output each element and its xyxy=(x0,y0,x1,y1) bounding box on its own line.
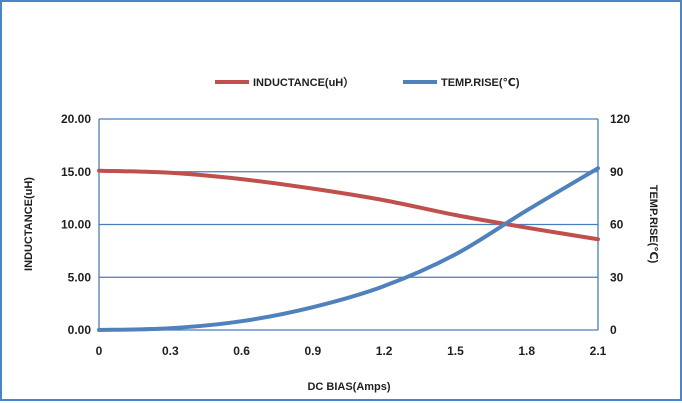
y-tick-label-right: 120 xyxy=(610,112,630,126)
legend: INDUCTANCE(uH） TEMP.RISE(℃) xyxy=(215,76,520,89)
legend-label-1: TEMP.RISE(℃) xyxy=(441,77,520,89)
y-tick-label-right: 60 xyxy=(610,218,624,232)
y-tick-label-right: 30 xyxy=(610,270,624,284)
x-tick-label: 2.1 xyxy=(590,344,607,358)
series-line-1 xyxy=(97,166,600,332)
y-tick-label-left: 20.00 xyxy=(61,112,91,126)
x-tick-label: 0.3 xyxy=(162,344,179,358)
y-tick-label-left: 15.00 xyxy=(61,165,91,179)
y-axis-right-ticks: 120 90 60 30 0 xyxy=(610,112,630,337)
y-tick-label-right: 0 xyxy=(610,323,617,337)
y-axis-left-ticks: 20.00 15.00 10.00 5.00 0.00 xyxy=(61,112,91,337)
y-tick-label-left: 10.00 xyxy=(61,218,91,232)
x-tick-label: 0 xyxy=(96,344,103,358)
x-axis-ticks: 0 0.3 0.6 0.9 1.2 1.5 1.8 2.1 xyxy=(96,344,607,358)
y-tick-label-left: 5.00 xyxy=(68,270,92,284)
y-tick-label-right: 90 xyxy=(610,165,624,179)
y-axis-left-title: INDUCTANCE(uH) xyxy=(23,177,35,271)
x-tick-label: 1.2 xyxy=(376,344,393,358)
series-lines xyxy=(97,166,600,332)
y-axis-right-title: TEMP.RISE(℃) xyxy=(647,185,659,264)
series-line-0 xyxy=(97,168,600,242)
x-tick-label: 1.5 xyxy=(447,344,464,358)
x-axis-title: DC BIAS(Amps) xyxy=(307,381,390,393)
x-tick-label: 1.8 xyxy=(518,344,535,358)
legend-label-0: INDUCTANCE(uH） xyxy=(253,76,354,89)
x-tick-label: 0.6 xyxy=(233,344,250,358)
x-tick-label: 0.9 xyxy=(305,344,322,358)
y-tick-label-left: 0.00 xyxy=(68,323,92,337)
